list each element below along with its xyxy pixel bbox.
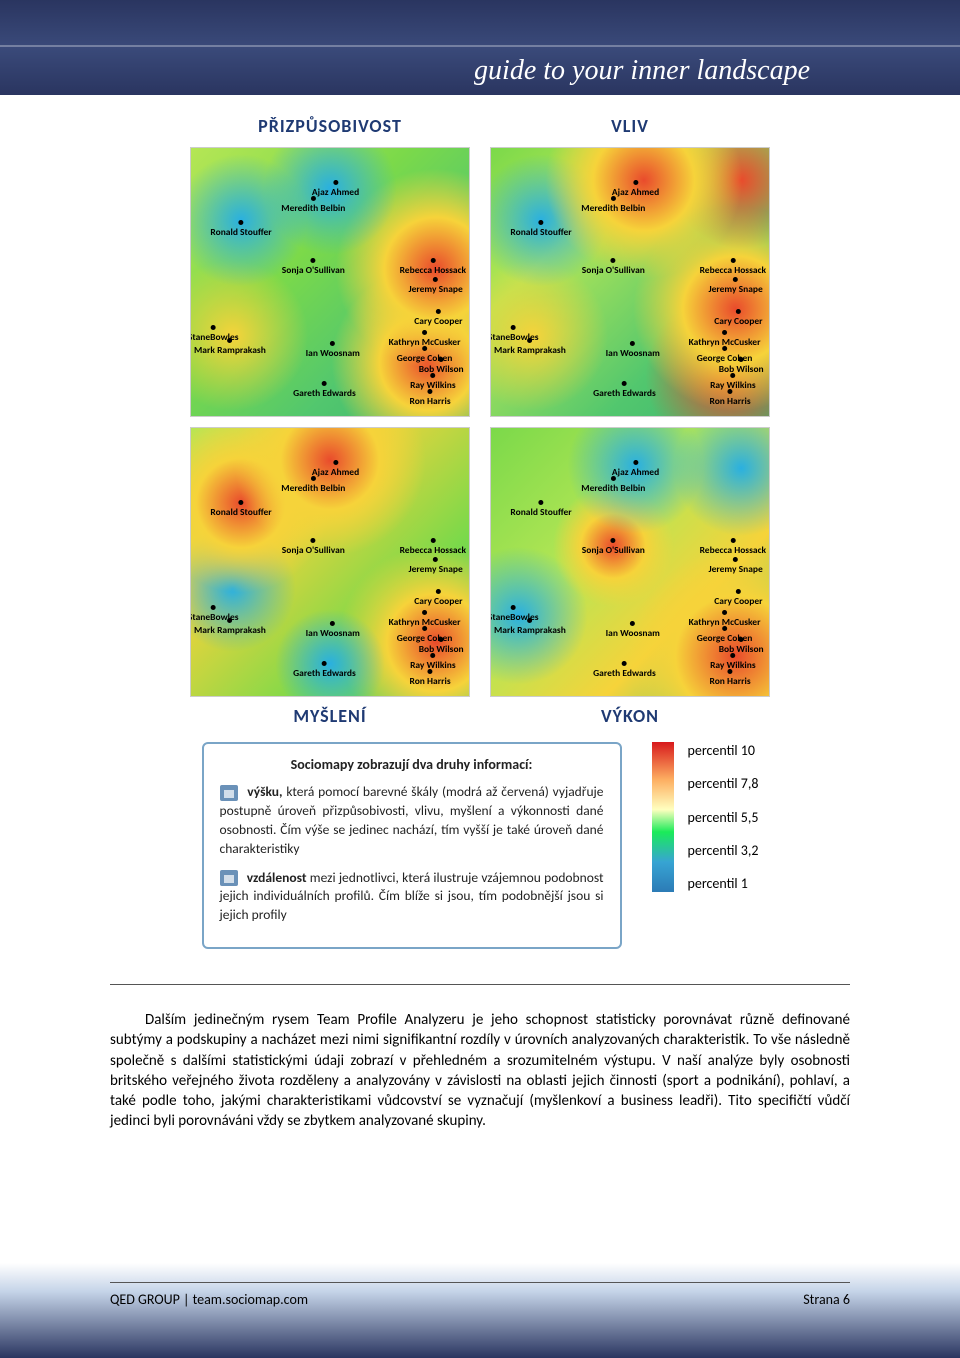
person-gareth: Gareth Edwards bbox=[293, 661, 356, 679]
person-jeremy: Jeremy Snape bbox=[708, 557, 762, 575]
person-ronald: Ronald Stouffer bbox=[210, 220, 271, 238]
person-rebecca: Rebecca Hossack bbox=[400, 258, 467, 276]
legend-item: percentil 7,8 bbox=[688, 775, 759, 792]
person-ron: Ron Harris bbox=[410, 389, 451, 407]
person-ian: Ian Woosnam bbox=[306, 341, 360, 359]
chart-title-0: PŘIZPŮSOBIVOST bbox=[190, 115, 470, 137]
info-heading: Sociomapy zobrazují dva druhy informací: bbox=[220, 756, 604, 773]
person-gareth: Gareth Edwards bbox=[593, 661, 656, 679]
body-paragraph: Dalším jedinečným rysem Team Profile Ana… bbox=[110, 1010, 850, 1132]
person-meredith: Meredith Belbin bbox=[281, 476, 345, 494]
info-p1-lead: výšku, bbox=[247, 783, 282, 800]
info-p2-lead: vzdálenost bbox=[247, 869, 307, 886]
heatmap-vykon: Ajaz AhmedMeredith BelbinRonald Stouffer… bbox=[490, 427, 770, 697]
person-ronald: Ronald Stouffer bbox=[510, 220, 571, 238]
footer-left: QED GROUP | team.sociomap.com bbox=[110, 1291, 308, 1308]
info-box: Sociomapy zobrazují dva druhy informací:… bbox=[202, 742, 622, 949]
person-sonja: Sonja O'Sullivan bbox=[582, 258, 645, 276]
person-cary: Cary Cooper bbox=[714, 589, 762, 607]
info-row: Sociomapy zobrazují dva druhy informací:… bbox=[110, 742, 850, 949]
person-rebecca: Rebecca Hossack bbox=[700, 258, 767, 276]
footer-line bbox=[110, 1282, 850, 1283]
person-ronald: Ronald Stouffer bbox=[210, 500, 271, 518]
info-p2: vzdálenost mezi jednotlivci, která ilust… bbox=[220, 869, 604, 926]
person-ian: Ian Woosnam bbox=[306, 621, 360, 639]
person-gareth: Gareth Edwards bbox=[293, 381, 356, 399]
person-rebecca: Rebecca Hossack bbox=[700, 538, 767, 556]
tagline: guide to your inner landscape bbox=[474, 55, 810, 87]
person-mark: Mark Ramprakash bbox=[194, 618, 266, 636]
person-gareth: Gareth Edwards bbox=[593, 381, 656, 399]
chart-titles-bottom: MYŠLENÍ VÝKON bbox=[110, 705, 850, 727]
top-banner: guide to your inner landscape bbox=[0, 0, 960, 95]
person-meredith: Meredith Belbin bbox=[281, 196, 345, 214]
legend-item: percentil 5,5 bbox=[688, 809, 759, 826]
heatmap-prizpusobivost: Ajaz AhmedMeredith BelbinRonald Stouffer… bbox=[190, 147, 470, 417]
person-ron: Ron Harris bbox=[710, 389, 751, 407]
person-ian: Ian Woosnam bbox=[606, 341, 660, 359]
person-jeremy: Jeremy Snape bbox=[708, 277, 762, 295]
person-sonja: Sonja O'Sullivan bbox=[282, 258, 345, 276]
height-icon bbox=[220, 785, 238, 801]
legend-color-bar bbox=[652, 742, 674, 892]
person-rebecca: Rebecca Hossack bbox=[400, 538, 467, 556]
person-mark: Mark Ramprakash bbox=[194, 338, 266, 356]
footer-text: QED GROUP | team.sociomap.com Strana 6 bbox=[110, 1291, 850, 1308]
page-content: PŘIZPŮSOBIVOST VLIV Ajaz AhmedMeredith B… bbox=[0, 115, 960, 1132]
legend-item: percentil 1 bbox=[688, 875, 759, 892]
person-mark: Mark Ramprakash bbox=[494, 618, 566, 636]
person-jeremy: Jeremy Snape bbox=[408, 277, 462, 295]
chart-title-1: VLIV bbox=[490, 115, 770, 137]
person-sonja: Sonja O'Sullivan bbox=[582, 538, 645, 556]
legend-item: percentil 10 bbox=[688, 742, 759, 759]
info-p1: výšku, která pomocí barevné škály (modrá… bbox=[220, 783, 604, 859]
person-ronald: Ronald Stouffer bbox=[510, 500, 571, 518]
person-ian: Ian Woosnam bbox=[606, 621, 660, 639]
legend-item: percentil 3,2 bbox=[688, 842, 759, 859]
person-meredith: Meredith Belbin bbox=[581, 476, 645, 494]
divider bbox=[110, 984, 850, 985]
chart-row-top: Ajaz AhmedMeredith BelbinRonald Stouffer… bbox=[110, 147, 850, 417]
heatmap-mysleni: Ajaz AhmedMeredith BelbinRonald Stouffer… bbox=[190, 427, 470, 697]
legend-labels: percentil 10 percentil 7,8 percentil 5,5… bbox=[688, 742, 759, 892]
person-sonja: Sonja O'Sullivan bbox=[282, 538, 345, 556]
distance-icon bbox=[220, 870, 238, 886]
chart-titles-top: PŘIZPŮSOBIVOST VLIV bbox=[110, 115, 850, 137]
heatmap-vliv: Ajaz AhmedMeredith BelbinRonald Stouffer… bbox=[490, 147, 770, 417]
person-ron: Ron Harris bbox=[410, 669, 451, 687]
chart-title-3: VÝKON bbox=[490, 705, 770, 727]
person-meredith: Meredith Belbin bbox=[581, 196, 645, 214]
person-cary: Cary Cooper bbox=[414, 589, 462, 607]
footer-right: Strana 6 bbox=[803, 1291, 850, 1308]
person-cary: Cary Cooper bbox=[714, 309, 762, 327]
legend: percentil 10 percentil 7,8 percentil 5,5… bbox=[652, 742, 759, 892]
person-ron: Ron Harris bbox=[710, 669, 751, 687]
person-cary: Cary Cooper bbox=[414, 309, 462, 327]
chart-title-2: MYŠLENÍ bbox=[190, 705, 470, 727]
person-mark: Mark Ramprakash bbox=[494, 338, 566, 356]
footer: QED GROUP | team.sociomap.com Strana 6 bbox=[0, 1263, 960, 1358]
person-jeremy: Jeremy Snape bbox=[408, 557, 462, 575]
chart-row-bottom: Ajaz AhmedMeredith BelbinRonald Stouffer… bbox=[110, 427, 850, 697]
